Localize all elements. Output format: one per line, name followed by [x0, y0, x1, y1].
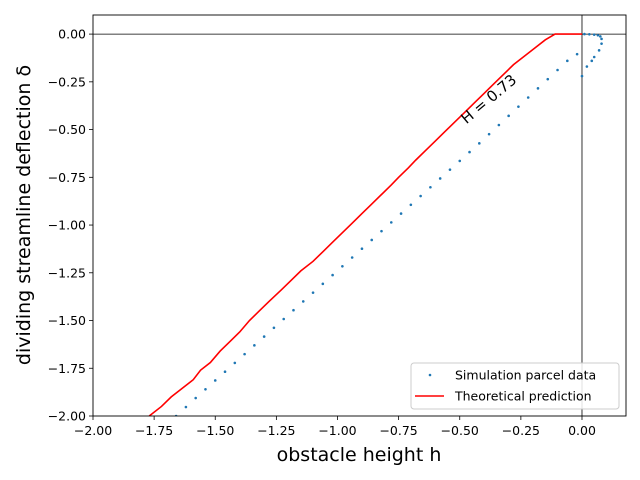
scatter-point — [497, 123, 501, 127]
legend-label: Simulation parcel data — [455, 368, 596, 383]
scatter-point — [184, 405, 188, 409]
scatter-point — [389, 221, 393, 224]
y-axis-label: dividing streamline deflection δ — [13, 65, 35, 365]
scatter-point — [468, 150, 471, 154]
scatter-point — [341, 264, 344, 268]
scatter-point — [590, 59, 594, 63]
scatter-point — [213, 379, 217, 382]
theory-line — [148, 33, 582, 416]
legend-marker-scatter — [428, 373, 432, 377]
scatter-point — [526, 96, 530, 99]
scatter-point — [448, 168, 452, 171]
scatter-point — [360, 247, 364, 251]
scatter-point — [429, 185, 432, 189]
y-tick-label: −0.50 — [48, 122, 86, 137]
scatter-point — [262, 335, 266, 338]
scatter-point — [282, 317, 286, 321]
scatter-point — [204, 387, 207, 391]
scatter-point — [243, 352, 246, 356]
scatter-point — [233, 361, 237, 365]
scatter-point — [600, 42, 603, 45]
legend-box — [410, 362, 620, 410]
scatter-point — [380, 229, 383, 233]
scatter-point — [597, 49, 601, 52]
y-tick-label: 0.00 — [58, 27, 86, 42]
scatter-point — [478, 142, 481, 145]
scatter-point — [292, 308, 295, 312]
scatter-point — [556, 68, 559, 72]
x-tick-label: −1.25 — [257, 423, 295, 438]
scatter-point — [272, 326, 276, 330]
x-tick-label: −1.75 — [135, 423, 173, 438]
scatter-point — [438, 177, 442, 180]
scatter-point — [399, 212, 403, 215]
scatter-point — [409, 203, 413, 207]
scatter-point — [588, 32, 591, 36]
scatter-point — [583, 32, 586, 36]
scatter-point — [596, 33, 600, 37]
y-tick-label: −1.50 — [48, 313, 86, 328]
y-tick-label: −1.75 — [48, 361, 86, 376]
legend-label: Theoretical prediction — [454, 389, 592, 404]
y-tick-label: −1.25 — [48, 265, 86, 280]
x-tick-label: 0.00 — [568, 423, 596, 438]
scatter-point — [321, 282, 325, 286]
scatter-point — [599, 35, 602, 38]
x-tick-label: −0.75 — [379, 423, 417, 438]
scatter-point — [507, 114, 510, 118]
scatter-point — [370, 238, 374, 242]
scatter-point — [575, 52, 579, 56]
x-tick-label: −1.00 — [318, 423, 356, 438]
scatter-point — [536, 87, 540, 90]
annotation-text: H = 0.73 — [457, 71, 520, 128]
y-tick-label: −2.00 — [48, 409, 86, 424]
scatter-point — [517, 105, 520, 108]
y-tick-label: −1.00 — [48, 218, 86, 233]
y-tick-label: −0.75 — [48, 170, 86, 185]
scatter-point — [223, 370, 227, 373]
scatter-point — [194, 396, 197, 400]
scatter-point — [546, 77, 550, 81]
scatter-point — [253, 344, 256, 347]
scatter-point — [331, 273, 334, 277]
x-tick-label: −0.50 — [441, 423, 479, 438]
plot-frame — [92, 14, 627, 417]
scatter-point — [350, 256, 354, 259]
scatter-point — [311, 291, 315, 294]
scatter-point — [458, 159, 462, 163]
x-tick-label: −2.00 — [74, 423, 112, 438]
scatter-point — [600, 37, 603, 41]
scatter-point — [592, 33, 596, 36]
legend: Simulation parcel data Theoretical predic… — [410, 362, 620, 410]
x-tick-label: −1.50 — [196, 423, 234, 438]
scatter-point — [592, 55, 596, 59]
scatter-point — [301, 300, 305, 303]
scatter-point — [487, 132, 491, 136]
scatter-point — [585, 65, 589, 68]
x-axis-label: obstacle height h — [277, 444, 442, 466]
x-tick-label: −0.25 — [502, 423, 540, 438]
scatter-point — [566, 59, 569, 63]
scatter-point — [580, 74, 584, 78]
y-tick-label: −0.25 — [48, 74, 86, 89]
scatter-point — [419, 194, 422, 198]
